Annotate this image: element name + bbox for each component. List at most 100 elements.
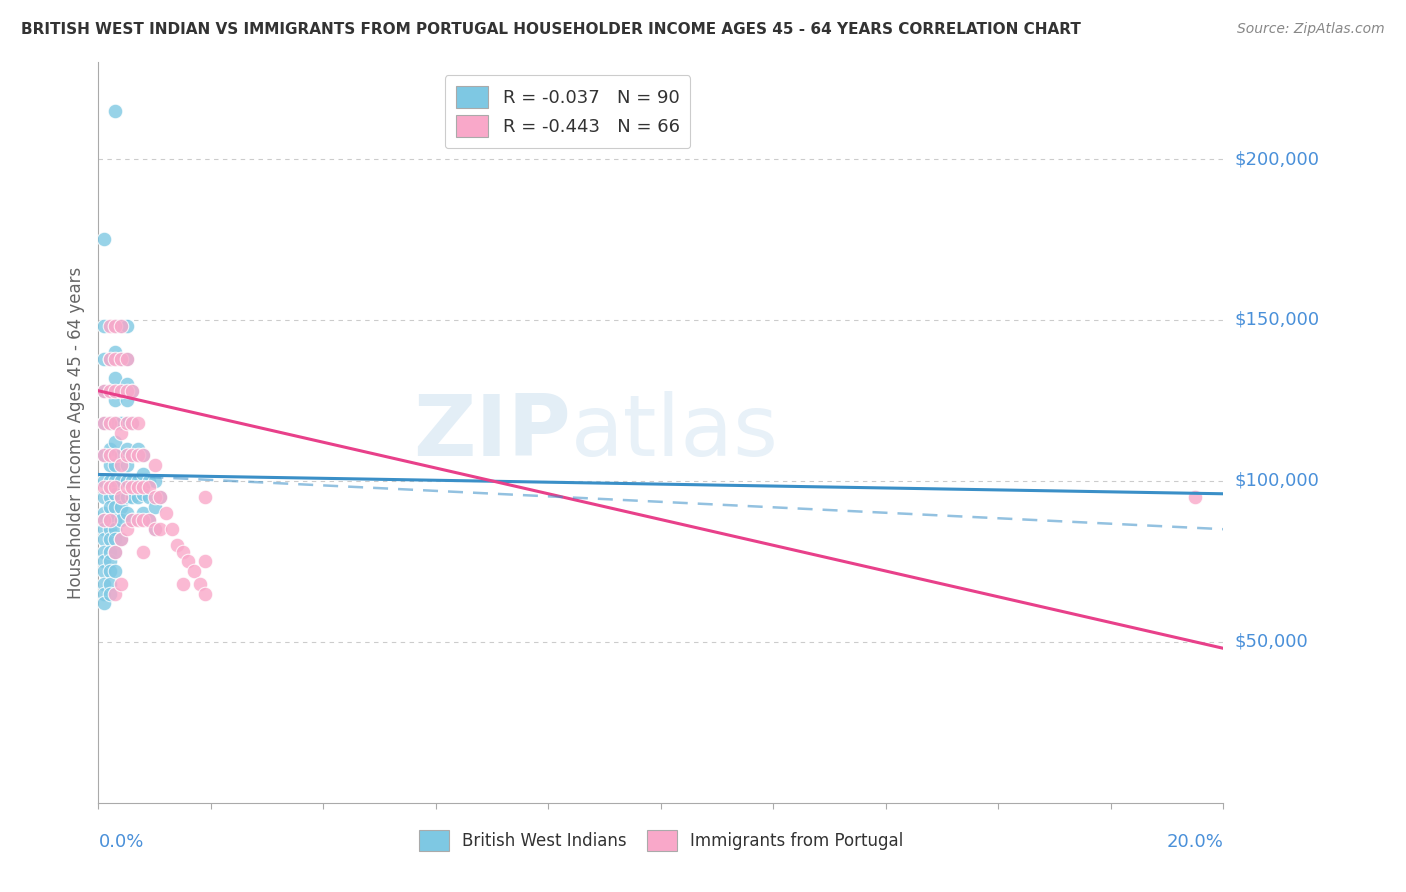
Point — [98, 319, 121, 334]
Point — [104, 545, 127, 559]
Point — [104, 564, 127, 578]
Point — [138, 490, 160, 504]
Text: $100,000: $100,000 — [1234, 472, 1319, 490]
Point — [93, 512, 115, 526]
Point — [132, 467, 155, 482]
Point — [93, 532, 115, 546]
Point — [98, 448, 121, 462]
Point — [138, 474, 160, 488]
Point — [127, 490, 149, 504]
Point — [127, 512, 149, 526]
Point — [127, 416, 149, 430]
Point — [121, 512, 143, 526]
Point — [98, 490, 121, 504]
Point — [138, 512, 160, 526]
Point — [98, 522, 121, 536]
Point — [93, 448, 115, 462]
Y-axis label: Householder Income Ages 45 - 64 years: Householder Income Ages 45 - 64 years — [66, 267, 84, 599]
Point — [93, 319, 115, 334]
Point — [115, 474, 138, 488]
Point — [104, 522, 127, 536]
Point — [93, 564, 115, 578]
Point — [104, 532, 127, 546]
Point — [93, 474, 115, 488]
Point — [155, 506, 177, 520]
Point — [188, 577, 211, 591]
Point — [93, 512, 115, 526]
Point — [110, 448, 132, 462]
Point — [110, 512, 132, 526]
Point — [98, 480, 121, 494]
Point — [93, 545, 115, 559]
Point — [93, 522, 115, 536]
Point — [127, 442, 149, 456]
Point — [104, 371, 127, 385]
Point — [115, 480, 138, 494]
Point — [121, 416, 143, 430]
Point — [104, 586, 127, 600]
Point — [138, 480, 160, 494]
Point — [127, 448, 149, 462]
Point — [98, 545, 121, 559]
Point — [98, 500, 121, 514]
Point — [121, 384, 143, 398]
Point — [132, 448, 155, 462]
Point — [104, 416, 127, 430]
Point — [115, 458, 138, 472]
Point — [121, 490, 143, 504]
Point — [104, 416, 127, 430]
Point — [143, 522, 166, 536]
Point — [104, 474, 127, 488]
Point — [172, 577, 194, 591]
Point — [110, 351, 132, 366]
Point — [160, 522, 183, 536]
Point — [194, 554, 217, 568]
Point — [110, 490, 132, 504]
Point — [172, 545, 194, 559]
Point — [143, 522, 166, 536]
Point — [132, 448, 155, 462]
Point — [132, 487, 155, 501]
Point — [93, 480, 115, 494]
Point — [110, 458, 132, 472]
Point — [104, 480, 127, 494]
Point — [115, 351, 138, 366]
Point — [1184, 490, 1206, 504]
Point — [98, 564, 121, 578]
Point — [93, 416, 115, 430]
Point — [104, 435, 127, 450]
Point — [177, 554, 200, 568]
Point — [132, 545, 155, 559]
Point — [93, 384, 115, 398]
Point — [98, 577, 121, 591]
Point — [115, 442, 138, 456]
Point — [110, 319, 132, 334]
Point — [104, 351, 127, 366]
Point — [110, 416, 132, 430]
Point — [104, 319, 127, 334]
Text: 20.0%: 20.0% — [1167, 833, 1223, 851]
Point — [98, 416, 121, 430]
Point — [149, 490, 172, 504]
Text: 0.0%: 0.0% — [98, 833, 143, 851]
Point — [104, 393, 127, 408]
Point — [110, 351, 132, 366]
Point — [115, 506, 138, 520]
Point — [104, 458, 127, 472]
Point — [149, 490, 172, 504]
Text: atlas: atlas — [571, 391, 779, 475]
Point — [104, 512, 127, 526]
Point — [98, 586, 121, 600]
Point — [149, 522, 172, 536]
Point — [104, 319, 127, 334]
Point — [93, 586, 115, 600]
Point — [104, 487, 127, 501]
Text: $150,000: $150,000 — [1234, 311, 1319, 329]
Point — [104, 448, 127, 462]
Point — [110, 384, 132, 398]
Legend: British West Indians, Immigrants from Portugal: British West Indians, Immigrants from Po… — [412, 823, 910, 857]
Point — [121, 384, 143, 398]
Point — [104, 384, 127, 398]
Point — [98, 532, 121, 546]
Point — [93, 448, 115, 462]
